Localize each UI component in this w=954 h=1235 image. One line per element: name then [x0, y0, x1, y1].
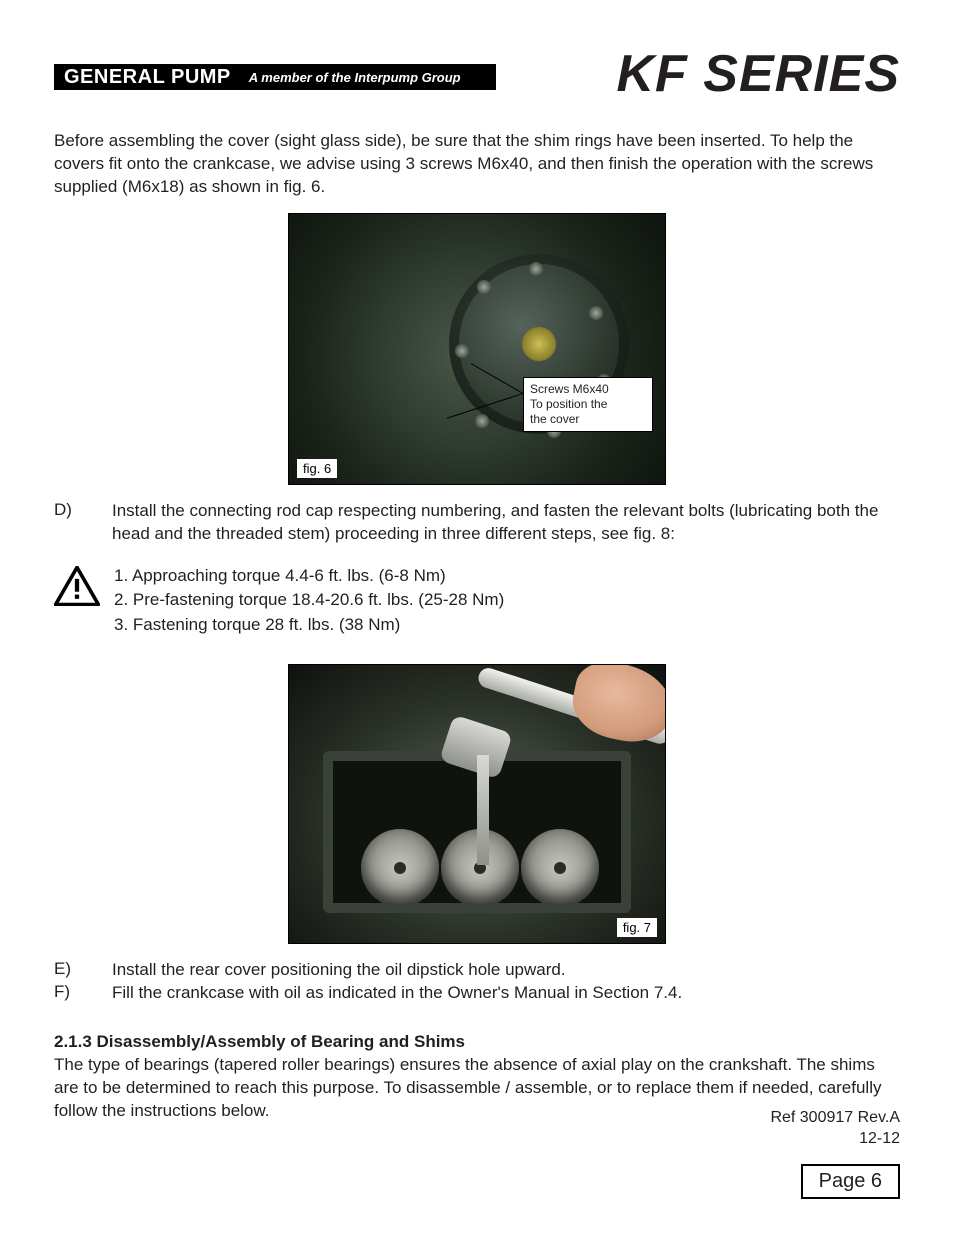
fig6-bolt: [475, 414, 489, 428]
fig7-rod: [361, 829, 439, 907]
step-letter: F): [54, 982, 112, 1005]
ref-date: 12-12: [770, 1129, 900, 1150]
torque-list: 1. Approaching torque 4.4-6 ft. lbs. (6-…: [114, 564, 504, 638]
torque-step: 3. Fastening torque 28 ft. lbs. (38 Nm): [114, 613, 504, 638]
torque-step: 2. Pre-fastening torque 18.4-20.6 ft. lb…: [114, 588, 504, 613]
wrench-head: [439, 714, 513, 779]
warning-icon: [54, 566, 100, 611]
page-number: Page 6: [801, 1164, 900, 1199]
brand-name: GENERAL PUMP: [64, 66, 231, 89]
section-2-1-3-heading: 2.1.3 Disassembly/Assembly of Bearing an…: [54, 1032, 900, 1052]
fig6-callout: Screws M6x40 To position the the cover: [523, 377, 653, 432]
ref-number: Ref 300917 Rev.A: [770, 1108, 900, 1129]
callout-line: Screws M6x40: [530, 382, 646, 397]
step-e: E) Install the rear cover positioning th…: [54, 959, 900, 982]
fig6-bolt: [477, 280, 491, 294]
step-f: F) Fill the crankcase with oil as indica…: [54, 982, 900, 1005]
step-text: Install the rear cover positioning the o…: [112, 959, 900, 982]
figure-6-wrap: Screws M6x40 To position the the cover f…: [54, 213, 900, 490]
fig6-bolt: [455, 344, 469, 358]
step-letter: D): [54, 500, 112, 546]
step-d: D) Install the connecting rod cap respec…: [54, 500, 900, 546]
figure-6: Screws M6x40 To position the the cover f…: [288, 213, 666, 485]
callout-line: To position the: [530, 397, 646, 412]
footer: Ref 300917 Rev.A 12-12 Page 6: [770, 1108, 900, 1199]
fig6-label: fig. 6: [297, 459, 337, 478]
figure-7: fig. 7: [288, 664, 666, 944]
step-text: Fill the crankcase with oil as indicated…: [112, 982, 900, 1005]
wrench-shaft: [477, 755, 489, 865]
torque-step: 1. Approaching torque 4.4-6 ft. lbs. (6-…: [114, 564, 504, 589]
torque-block: 1. Approaching torque 4.4-6 ft. lbs. (6-…: [54, 564, 900, 638]
header: GENERAL PUMP A member of the Interpump G…: [54, 54, 900, 100]
page: GENERAL PUMP A member of the Interpump G…: [0, 0, 954, 1235]
fig6-bolt: [529, 262, 543, 276]
step-letter: E): [54, 959, 112, 982]
intro-paragraph: Before assembling the cover (sight glass…: [54, 130, 900, 199]
figure-7-wrap: fig. 7: [54, 664, 900, 949]
ref-block: Ref 300917 Rev.A 12-12: [770, 1108, 900, 1150]
brand-sub: A member of the Interpump Group: [249, 70, 461, 85]
step-text: Install the connecting rod cap respectin…: [112, 500, 900, 546]
series-title: KF SERIES: [617, 48, 901, 100]
callout-line: the cover: [530, 412, 646, 427]
fig7-label: fig. 7: [617, 918, 657, 937]
fig6-bolt: [589, 306, 603, 320]
brand-bar: GENERAL PUMP A member of the Interpump G…: [54, 64, 496, 90]
